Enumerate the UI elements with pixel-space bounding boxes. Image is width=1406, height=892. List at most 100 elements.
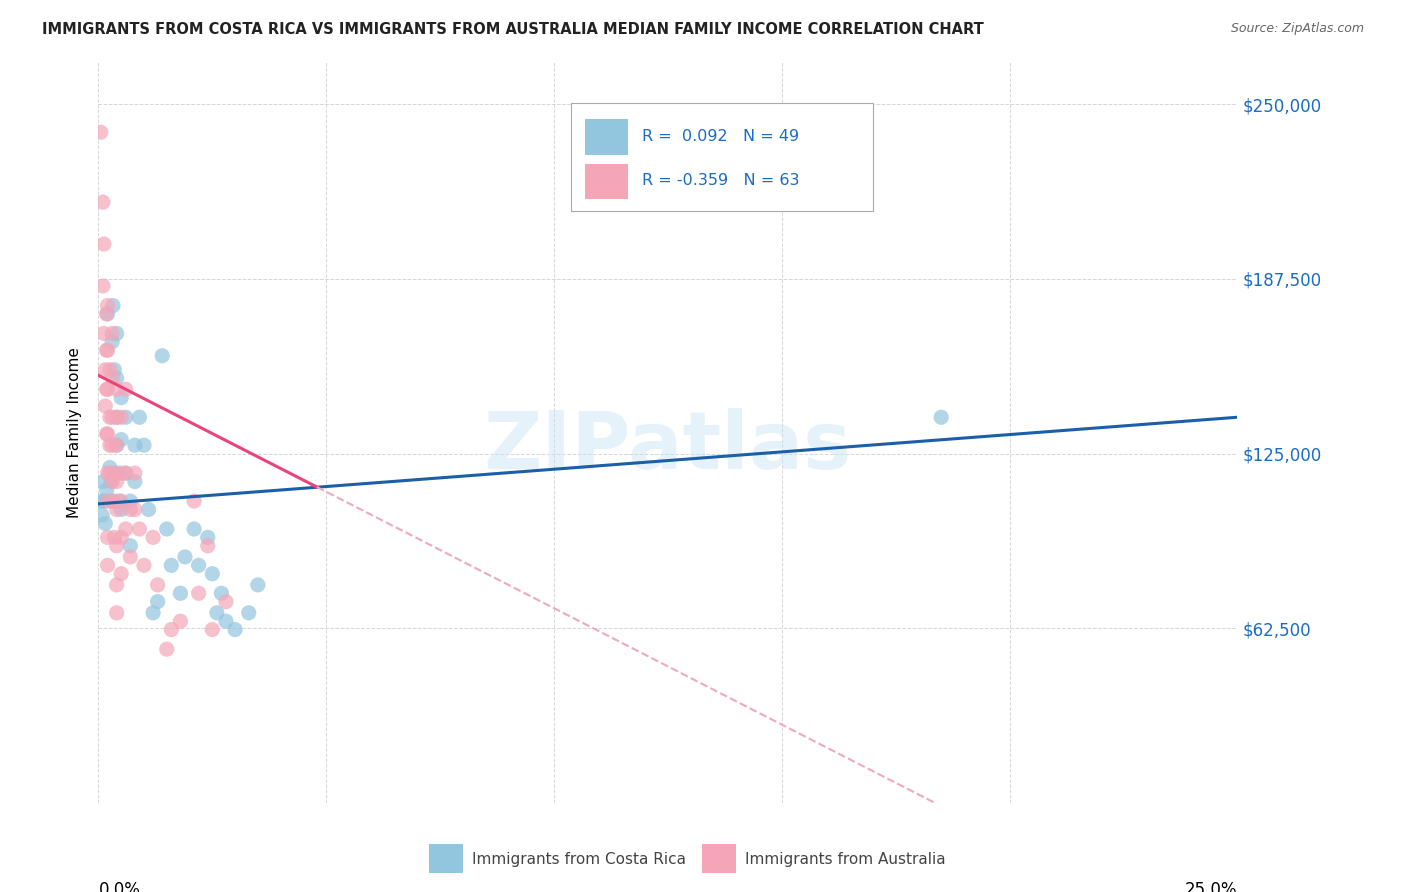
Point [114,382,136,396]
Point [174,549,197,564]
Point [98,438,121,452]
Point [96,466,118,480]
Point [114,466,136,480]
Point [124,438,146,452]
Text: R = -0.359   N = 63: R = -0.359 N = 63 [641,173,799,188]
Point [124,502,146,516]
Point [197,539,219,553]
Point [110,466,132,480]
Point [98,460,121,475]
Point [110,494,132,508]
Point [96,483,118,497]
Point [101,438,124,452]
Point [197,530,219,544]
Point [120,502,142,516]
Point [205,606,228,620]
Point [160,558,183,573]
Point [146,578,169,592]
Point [105,326,128,341]
FancyBboxPatch shape [702,844,737,873]
FancyBboxPatch shape [571,103,873,211]
Point [120,494,142,508]
Point [201,623,224,637]
Point [96,307,118,321]
Point [93,237,115,252]
FancyBboxPatch shape [585,164,628,200]
Point [128,410,150,425]
Point [114,410,136,425]
Point [98,363,121,377]
Y-axis label: Median Family Income: Median Family Income [67,347,83,518]
Point [96,343,118,358]
FancyBboxPatch shape [585,120,628,155]
Text: R =  0.092   N = 49: R = 0.092 N = 49 [641,129,799,144]
Point [110,410,132,425]
Point [100,475,122,489]
Text: 0.0%: 0.0% [98,881,141,892]
Point [91,508,114,522]
Point [105,410,128,425]
Point [183,494,205,508]
Point [128,522,150,536]
Point [108,494,131,508]
Point [209,586,232,600]
Point [105,382,128,396]
Point [93,326,115,341]
Point [114,466,136,480]
Point [124,475,146,489]
Point [101,494,124,508]
Point [156,522,179,536]
Point [91,475,114,489]
Point [90,125,112,139]
Point [201,566,224,581]
Point [215,614,238,628]
Point [120,549,142,564]
FancyBboxPatch shape [429,844,463,873]
Point [150,349,173,363]
Point [103,466,125,480]
Point [142,530,165,544]
Point [96,530,118,544]
Text: Source: ZipAtlas.com: Source: ZipAtlas.com [1230,22,1364,36]
Point [105,438,128,452]
Point [114,522,136,536]
Point [105,371,128,385]
Point [101,371,124,385]
Point [183,522,205,536]
Point [105,410,128,425]
Point [105,438,128,452]
Point [96,427,118,442]
Point [132,558,155,573]
Point [187,558,209,573]
Point [91,279,114,293]
Point [90,494,112,508]
Point [105,466,128,480]
Point [120,539,142,553]
Point [101,298,124,312]
Text: ZIPatlas: ZIPatlas [484,409,852,486]
Point [96,558,118,573]
Point [105,539,128,553]
Point [238,606,260,620]
Text: Immigrants from Australia: Immigrants from Australia [745,853,946,867]
Point [101,475,124,489]
Point [96,307,118,321]
Point [929,410,952,425]
Point [96,382,118,396]
Point [96,494,118,508]
Text: 25.0%: 25.0% [1185,881,1237,892]
Point [98,410,121,425]
Point [156,642,179,657]
Point [124,466,146,480]
Point [94,363,117,377]
Point [169,586,191,600]
Text: IMMIGRANTS FROM COSTA RICA VS IMMIGRANTS FROM AUSTRALIA MEDIAN FAMILY INCOME COR: IMMIGRANTS FROM COSTA RICA VS IMMIGRANTS… [42,22,984,37]
Point [96,427,118,442]
Point [110,530,132,544]
Point [94,399,117,413]
Point [110,433,132,447]
Point [94,516,117,531]
Point [98,466,121,480]
Text: Immigrants from Costa Rica: Immigrants from Costa Rica [472,853,686,867]
Point [103,530,125,544]
